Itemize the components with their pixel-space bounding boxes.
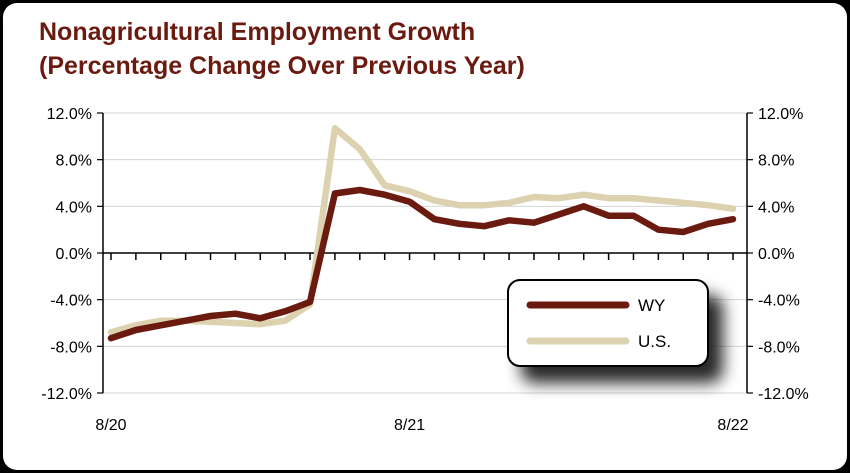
series-line-us xyxy=(107,124,737,336)
y-tick-label-right: -12.0% xyxy=(758,386,809,403)
chart-frame: Nonagricultural Employment Growth (Perce… xyxy=(3,3,847,470)
chart-title-line: Nonagricultural Employment Growth xyxy=(39,18,476,46)
x-tick-label: 8/20 xyxy=(95,417,126,434)
y-tick-label-right: 8.0% xyxy=(758,153,794,170)
legend-box xyxy=(507,279,709,367)
y-tick-label-right: 0.0% xyxy=(758,246,794,263)
y-tick-label-right: -4.0% xyxy=(758,293,800,310)
y-tick-label-left: -8.0% xyxy=(50,339,92,356)
y-tick-label-right: -8.0% xyxy=(758,339,800,356)
series-line-wy xyxy=(107,186,737,342)
axes: 12.0% 12.0% 8.0% 8.0% 4.0% 4.0% 0.0% 0.0% -4.0% -… xyxy=(41,106,808,434)
y-tick-label-left: 12.0% xyxy=(47,106,92,123)
y-tick-label-left: 8.0% xyxy=(56,153,92,170)
y-tick-label-left: -4.0% xyxy=(50,293,92,310)
legend-label: U.S. xyxy=(638,332,671,351)
series-lines xyxy=(107,124,737,342)
x-tick-label: 8/21 xyxy=(394,417,425,434)
legend-label: WY xyxy=(638,296,665,315)
y-tick-label-left: -12.0% xyxy=(41,386,92,403)
legend: WY U.S. xyxy=(507,279,709,367)
x-tick-label: 8/22 xyxy=(717,417,748,434)
y-tick-label-right: 4.0% xyxy=(758,199,794,216)
chart-title: Nonagricultural Employment Growth (Perce… xyxy=(39,15,525,83)
chart-subtitle-line: (Percentage Change Over Previous Year) xyxy=(39,52,525,80)
y-tick-label-left: 4.0% xyxy=(56,199,92,216)
y-tick-label-left: 0.0% xyxy=(56,246,92,263)
y-tick-label-right: 12.0% xyxy=(758,106,803,123)
